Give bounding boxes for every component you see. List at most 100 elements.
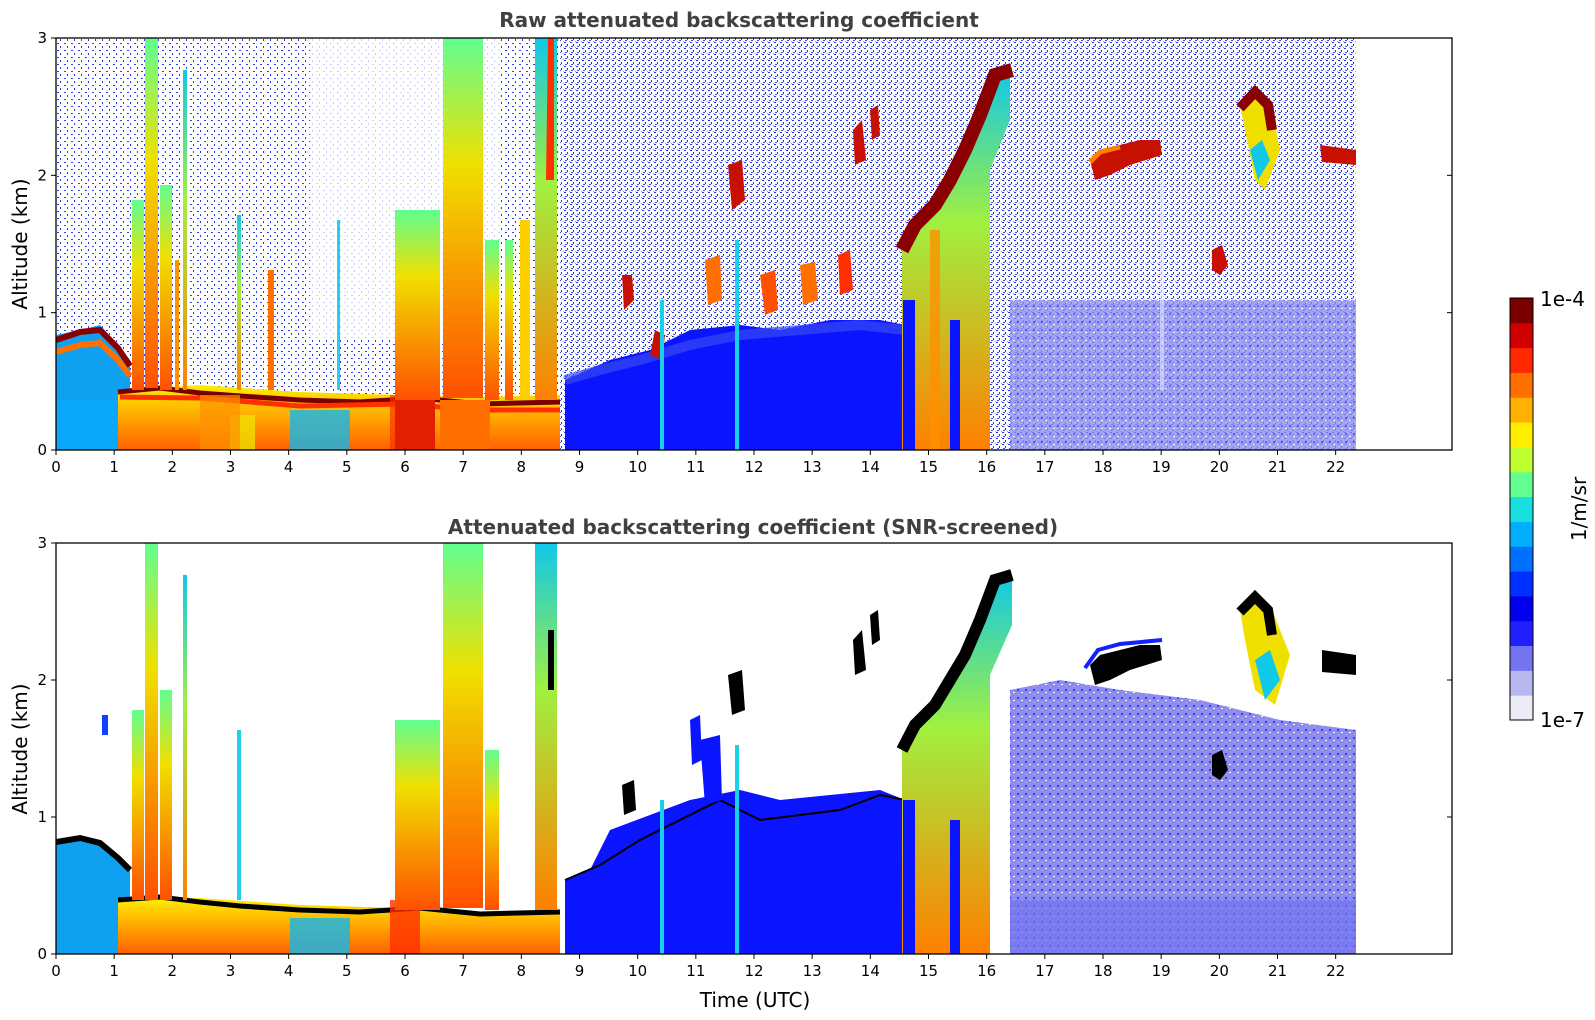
colorbar-band <box>1510 372 1533 398</box>
x-tick-label: 11 <box>686 458 705 476</box>
x-tick-label: 21 <box>1268 962 1287 980</box>
colorbar-max-label: 1e-4 <box>1540 287 1585 311</box>
rising-cloud-layer <box>902 70 1010 450</box>
bottom-heatmap <box>56 543 1452 954</box>
x-tick-label: 19 <box>1152 458 1171 476</box>
top-heatmap <box>56 38 1356 450</box>
colorbar-band <box>1510 446 1533 473</box>
y-tick-label: 1 <box>37 304 47 322</box>
colorbar-band <box>1510 471 1533 498</box>
plume-1.7h <box>145 38 158 388</box>
colorbar-band <box>1510 670 1533 696</box>
x-tick-label: 6 <box>400 458 410 476</box>
x-tick-label: 4 <box>284 962 294 980</box>
colorbar-band <box>1510 595 1533 622</box>
y-tick-label: 0 <box>37 945 47 963</box>
rising-cloud-top-line <box>895 63 1014 254</box>
colorbar-unit-label: 1/m/sr <box>1567 476 1591 541</box>
x-tick-label: 18 <box>1093 962 1112 980</box>
y-tick-label: 2 <box>37 166 47 184</box>
x-tick-label: 22 <box>1326 458 1345 476</box>
y-tick-label: 0 <box>37 441 47 459</box>
colorbar-frame <box>1509 297 1534 721</box>
x-tick-label: 20 <box>1210 458 1229 476</box>
bottom-x-axis: 0 1 2 3 4 5 6 7 8 9 10 11 12 13 14 15 16 17 18 19 20 21 22 <box>51 954 1345 980</box>
colorbar-band <box>1510 571 1533 597</box>
x-tick-label: 5 <box>342 458 352 476</box>
x-tick-label: 6 <box>400 962 410 980</box>
x-tick-label: 18 <box>1093 458 1112 476</box>
x-tick-label: 19 <box>1152 962 1171 980</box>
x-tick-label: 5 <box>342 962 352 980</box>
top-x-axis: 0 1 2 3 4 5 6 7 8 9 10 11 12 13 14 15 16 17 18 19 20 21 22 <box>51 450 1345 476</box>
morning-bl-screened <box>56 840 130 954</box>
x-tick-label: 7 <box>458 458 468 476</box>
cloud-11.8h <box>728 160 745 210</box>
x-tick-label: 3 <box>226 962 236 980</box>
plume-7h-screened <box>443 543 483 908</box>
top-chart-title: Raw attenuated backscattering coefficien… <box>499 8 979 32</box>
rising-cloud-top-screened <box>896 569 1014 753</box>
cloud-19.9h-screened <box>1212 750 1228 780</box>
top-y-axis: 0 1 2 3 <box>37 29 1452 459</box>
plume-1.7h-screened <box>145 543 158 900</box>
rising-cloud-layer-screened <box>902 575 1012 954</box>
cloud-14.2h <box>853 120 866 165</box>
y-tick-label: 1 <box>37 808 47 826</box>
night-aerosol-screened <box>1010 680 1356 954</box>
y-tick-label: 2 <box>37 671 47 689</box>
x-tick-label: 8 <box>517 962 527 980</box>
x-tick-label: 14 <box>861 962 880 980</box>
plume-1.4h <box>132 200 144 390</box>
colorbar-band <box>1510 546 1533 572</box>
cloud-10h <box>622 275 634 310</box>
colorbar-band <box>1510 695 1533 721</box>
morning-bl-top-screened <box>56 834 133 873</box>
bottom-y-axis-label: Altitude (km) <box>8 683 32 814</box>
x-tick-label: 7 <box>458 962 468 980</box>
top-y-axis-label: Altitude (km) <box>8 178 32 309</box>
colorbar-band <box>1510 496 1533 522</box>
x-tick-label: 17 <box>1035 962 1054 980</box>
bottom-y-axis: 0 1 2 3 <box>37 534 1452 963</box>
plume-2.25h <box>183 70 187 390</box>
x-tick-label: 11 <box>686 962 705 980</box>
colorbar: 1e-4 1e-7 1/m/sr <box>1509 287 1591 732</box>
x-tick-label: 22 <box>1326 962 1345 980</box>
x-tick-label: 16 <box>977 458 996 476</box>
cloud-19.9h <box>1212 245 1228 275</box>
colorbar-band <box>1510 347 1533 373</box>
colorbar-bands <box>1510 298 1533 721</box>
daytime-bl-top-screened <box>117 894 561 917</box>
x-tick-label: 16 <box>977 962 996 980</box>
cloud-18h-screened <box>1090 645 1162 685</box>
cloud-21.9h-screened <box>1322 650 1356 675</box>
x-tick-label: 1 <box>109 962 119 980</box>
x-tick-label: 21 <box>1268 458 1287 476</box>
colorbar-band <box>1510 645 1533 671</box>
x-tick-label: 14 <box>861 458 880 476</box>
colorbar-band <box>1510 397 1533 423</box>
x-tick-label: 2 <box>168 458 178 476</box>
x-tick-label: 15 <box>919 962 938 980</box>
cloud-21.9h <box>1320 145 1356 165</box>
x-tick-label: 10 <box>628 458 647 476</box>
morning-bl-top-line <box>56 326 133 368</box>
x-tick-label: 0 <box>51 458 61 476</box>
night-aerosol <box>1010 300 1356 450</box>
top-panel: Raw attenuated backscattering coefficien… <box>8 8 1453 476</box>
x-tick-label: 13 <box>803 458 822 476</box>
x-tick-label: 9 <box>575 962 585 980</box>
x-tick-label: 3 <box>226 458 236 476</box>
x-tick-label: 4 <box>284 458 294 476</box>
colorbar-band <box>1510 521 1533 547</box>
bottom-panel: Attenuated backscattering coefficient (S… <box>8 515 1453 1012</box>
x-tick-label: 12 <box>744 458 763 476</box>
x-tick-label: 9 <box>575 458 585 476</box>
plume-7h <box>443 38 483 398</box>
x-tick-label: 15 <box>919 458 938 476</box>
x-tick-label: 10 <box>628 962 647 980</box>
colorbar-band <box>1510 322 1533 349</box>
x-tick-label: 1 <box>109 458 119 476</box>
x-tick-label: 8 <box>517 458 527 476</box>
